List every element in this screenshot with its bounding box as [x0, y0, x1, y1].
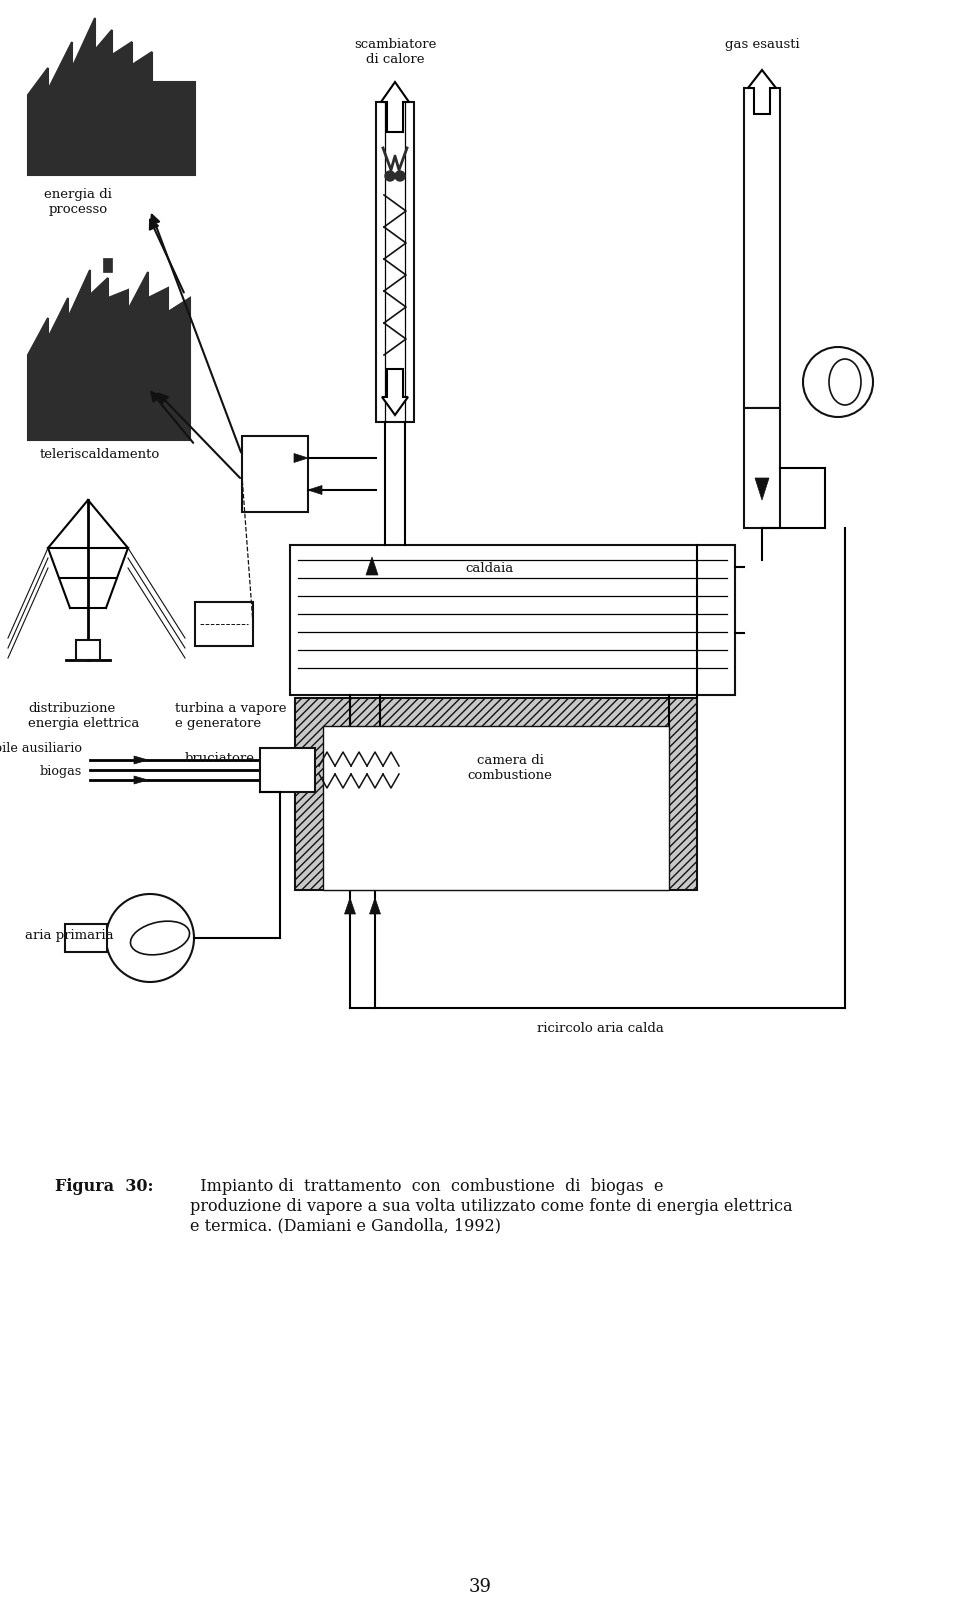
- Polygon shape: [28, 18, 195, 175]
- Text: Figura  30:: Figura 30:: [55, 1178, 154, 1195]
- Polygon shape: [381, 83, 409, 131]
- Polygon shape: [28, 269, 190, 440]
- Bar: [744, 88, 780, 407]
- Bar: [103, 258, 112, 273]
- Ellipse shape: [829, 359, 861, 406]
- Polygon shape: [134, 776, 148, 784]
- Bar: [290, 545, 735, 695]
- Text: distribuzione
energia elettrica: distribuzione energia elettrica: [28, 703, 139, 730]
- Bar: [76, 639, 100, 661]
- Text: turbina a vapore
e generatore: turbina a vapore e generatore: [175, 703, 286, 730]
- Bar: [295, 698, 697, 889]
- Text: 39: 39: [468, 1578, 492, 1595]
- Polygon shape: [294, 453, 308, 463]
- Ellipse shape: [131, 922, 189, 954]
- Text: bruciatore: bruciatore: [185, 751, 255, 764]
- Polygon shape: [308, 485, 322, 495]
- Polygon shape: [134, 756, 148, 764]
- Text: Impianto di  trattamento  con  combustione  di  biogas  e
produzione di vapore a: Impianto di trattamento con combustione …: [190, 1178, 793, 1233]
- Polygon shape: [370, 898, 380, 914]
- Polygon shape: [345, 898, 355, 914]
- Bar: [744, 407, 780, 527]
- Bar: [242, 437, 308, 511]
- Text: combustibile ausiliario: combustibile ausiliario: [0, 742, 82, 755]
- Bar: [323, 725, 669, 889]
- Circle shape: [385, 170, 395, 182]
- Polygon shape: [748, 70, 776, 114]
- Bar: [376, 102, 414, 422]
- Polygon shape: [382, 368, 408, 415]
- Text: scambiatore
di calore: scambiatore di calore: [354, 37, 436, 67]
- Text: ricircolo aria calda: ricircolo aria calda: [537, 1022, 663, 1035]
- Polygon shape: [755, 479, 769, 500]
- Circle shape: [106, 894, 194, 982]
- Bar: [260, 748, 315, 792]
- Polygon shape: [366, 557, 378, 575]
- Bar: [195, 602, 253, 646]
- Text: energia di
processo: energia di processo: [44, 188, 112, 216]
- Text: biogas: biogas: [39, 766, 82, 779]
- Circle shape: [395, 170, 405, 182]
- Bar: [65, 923, 107, 953]
- Text: camera di
combustione: camera di combustione: [468, 755, 552, 782]
- Circle shape: [803, 347, 873, 417]
- Text: teleriscaldamento: teleriscaldamento: [40, 448, 160, 461]
- Text: caldaia: caldaia: [466, 562, 515, 575]
- Text: gas esausti: gas esausti: [725, 37, 800, 50]
- Text: aria primaria: aria primaria: [25, 928, 113, 941]
